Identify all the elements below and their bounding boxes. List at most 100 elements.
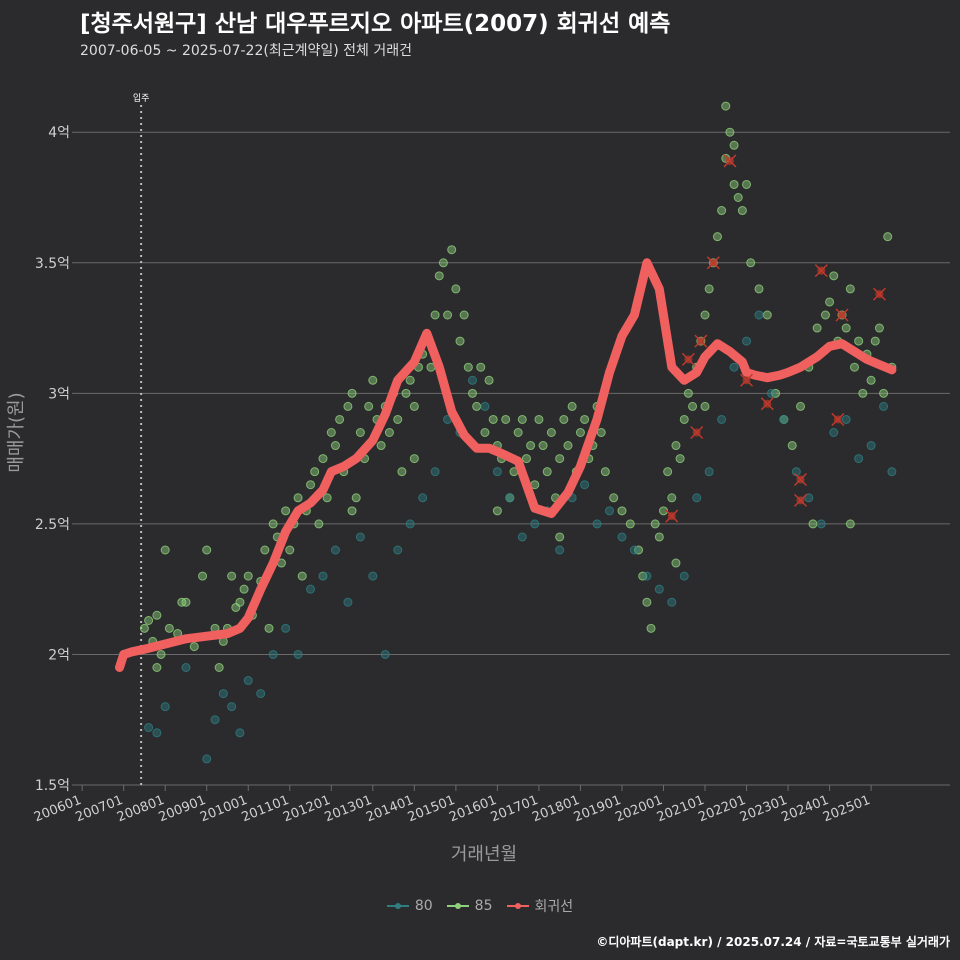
- point-80: [152, 728, 162, 738]
- point-80: [243, 676, 253, 686]
- point-85: [787, 441, 797, 451]
- point-85: [368, 375, 378, 385]
- x-tick-label: 201501: [406, 793, 458, 826]
- point-80: [480, 401, 490, 411]
- cancelled-x-marker: [706, 256, 720, 270]
- point-85: [609, 493, 619, 503]
- point-80: [235, 728, 245, 738]
- point-85: [285, 545, 295, 555]
- point-80: [218, 689, 228, 699]
- point-80: [227, 702, 237, 712]
- point-85: [733, 193, 743, 202]
- point-80: [829, 428, 839, 437]
- point-85: [617, 506, 627, 516]
- point-85: [704, 284, 714, 294]
- point-85: [160, 545, 170, 555]
- point-85: [335, 414, 345, 424]
- point-80: [517, 532, 527, 542]
- point-85: [567, 401, 577, 411]
- point-80: [605, 506, 615, 516]
- point-85: [393, 414, 403, 424]
- point-85: [347, 506, 357, 516]
- point-85: [430, 310, 440, 320]
- point-85: [139, 623, 149, 633]
- point-80: [530, 519, 540, 529]
- y-tick-label: 4억: [48, 125, 70, 141]
- point-80: [368, 571, 378, 581]
- point-85: [600, 467, 610, 477]
- x-tick-label: 201701: [489, 793, 541, 826]
- point-85: [517, 414, 527, 424]
- point-85: [156, 649, 166, 659]
- point-85: [214, 663, 224, 672]
- point-85: [438, 258, 448, 268]
- point-80: [580, 480, 590, 490]
- point-80: [841, 414, 851, 424]
- point-80: [393, 545, 403, 555]
- point-85: [401, 388, 411, 398]
- point-85: [384, 428, 394, 437]
- point-80: [617, 532, 627, 542]
- point-80: [343, 597, 353, 607]
- point-85: [642, 597, 652, 607]
- point-85: [563, 441, 573, 451]
- x-tick-label: 201001: [198, 793, 250, 826]
- point-85: [501, 414, 511, 424]
- point-80: [318, 571, 328, 581]
- point-85: [580, 414, 590, 424]
- cancelled-x-marker: [793, 472, 808, 487]
- point-85: [281, 506, 291, 516]
- legend: 80 85 회귀선: [0, 896, 960, 916]
- point-85: [671, 558, 681, 568]
- point-85: [306, 480, 316, 490]
- point-85: [849, 362, 859, 372]
- x-tick-label: 202301: [738, 793, 790, 826]
- point-80: [692, 493, 702, 503]
- point-80: [492, 467, 502, 477]
- legend-key-regression: [506, 900, 529, 912]
- point-85: [459, 310, 469, 320]
- point-80: [268, 649, 278, 659]
- legend-key-85: [446, 900, 469, 912]
- point-85: [854, 336, 864, 346]
- x-tick-label: 202501: [821, 793, 873, 826]
- point-85: [152, 663, 162, 672]
- point-85: [874, 323, 884, 333]
- point-80: [555, 545, 565, 555]
- point-85: [347, 388, 357, 398]
- x-tick-label: 201901: [572, 793, 624, 826]
- point-85: [521, 454, 531, 464]
- source-caption: ©디아파트(dapt.kr) / 2025.07.24 / 자료=국토교통부 실…: [596, 935, 950, 949]
- point-85: [679, 414, 689, 424]
- legend-item-regression: 회귀선: [506, 896, 574, 916]
- point-80: [642, 571, 652, 581]
- point-80: [742, 336, 752, 346]
- point-85: [409, 454, 419, 464]
- point-80: [181, 663, 191, 672]
- x-tick-label: 200701: [74, 793, 126, 826]
- x-tick-label: 201101: [240, 793, 292, 826]
- point-80: [679, 571, 689, 581]
- point-85: [343, 401, 353, 411]
- point-85: [264, 623, 274, 633]
- point-80: [729, 362, 739, 372]
- point-85: [683, 388, 693, 398]
- point-80: [654, 584, 664, 594]
- point-85: [737, 206, 747, 216]
- point-85: [409, 401, 419, 411]
- point-85: [152, 610, 162, 620]
- legend-key-80: [386, 900, 409, 912]
- point-85: [721, 101, 731, 111]
- legend-label-regression: 회귀선: [534, 899, 574, 915]
- x-tick-label: 202001: [613, 793, 665, 826]
- point-85: [144, 616, 154, 625]
- point-85: [625, 519, 635, 529]
- y-tick-label: 3.5억: [35, 256, 70, 272]
- cancelled-x-marker: [740, 373, 754, 387]
- point-80: [866, 441, 876, 451]
- point-85: [729, 179, 739, 189]
- x-tick-label: 201801: [530, 793, 582, 826]
- point-85: [858, 388, 868, 398]
- point-80: [430, 467, 440, 477]
- point-85: [326, 428, 336, 437]
